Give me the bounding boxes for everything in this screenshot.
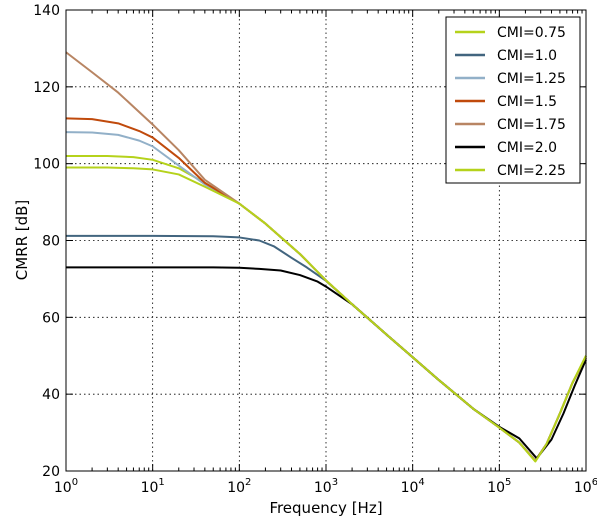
y-tick-label: 20 (42, 464, 60, 480)
x-axis-label: Frequency [Hz] (269, 499, 382, 517)
series-lines (65, 51, 587, 463)
x-tick-label: 102 (227, 477, 251, 496)
legend-label: CMI=2.0 (497, 140, 557, 156)
x-tick-label: 103 (314, 477, 338, 496)
legend-label: CMI=1.75 (497, 117, 566, 133)
y-tick-label: 100 (33, 157, 60, 173)
y-tick-label: 80 (42, 234, 60, 250)
legend-label: CMI=2.25 (497, 163, 566, 179)
legend-label: CMI=1.0 (497, 48, 557, 64)
y-tick-label: 60 (42, 310, 60, 326)
axis-ticks: 100 101 102 103 104 105 106 20 40 60 80 100 120 140 (33, 3, 597, 496)
legend-label: CMI=1.5 (497, 94, 557, 110)
x-tick-label: 106 (574, 477, 597, 496)
y-tick-label: 140 (33, 3, 60, 19)
y-tick-label: 120 (33, 80, 60, 96)
legend-label: CMI=1.25 (497, 71, 566, 87)
x-tick-label: 101 (141, 477, 165, 496)
legend: CMI=0.75 CMI=1.0 CMI=1.25 CMI=1.5 CMI=1.75 CM… (445, 16, 581, 184)
legend-label: CMI=0.75 (497, 25, 566, 41)
x-tick-label: 104 (401, 477, 425, 496)
y-tick-label: 40 (42, 387, 60, 403)
series-line (66, 166, 587, 463)
y-axis-label: CMRR [dB] (13, 200, 31, 281)
x-tick-label: 100 (54, 477, 78, 496)
x-tick-label: 105 (487, 477, 511, 496)
